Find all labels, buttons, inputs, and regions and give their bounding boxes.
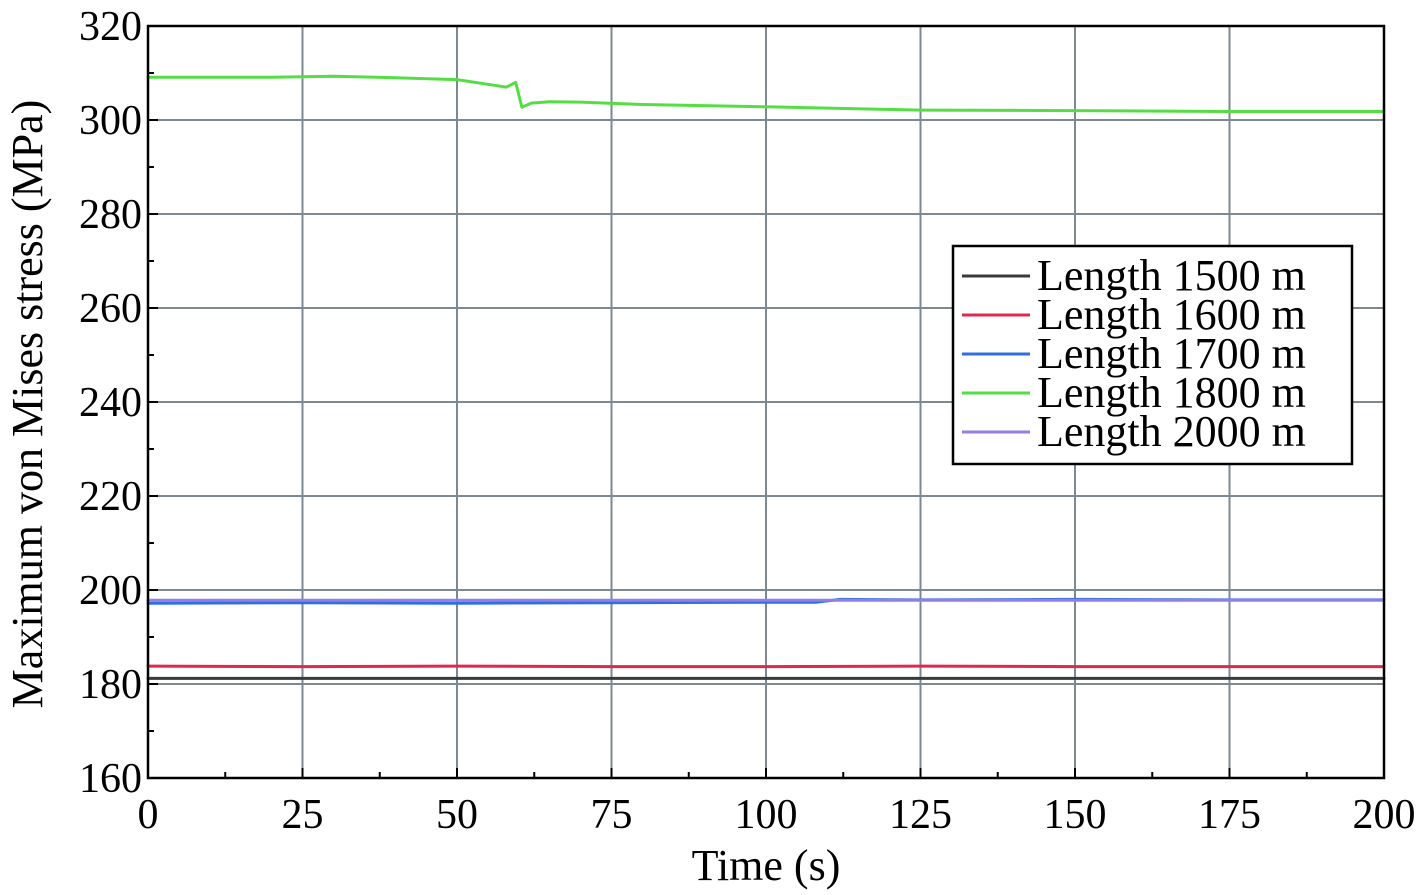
x-tick-label: 150: [1044, 792, 1107, 838]
data-series: [146, 74, 1386, 680]
y-tick-label: 280: [79, 192, 142, 238]
y-tick-label: 300: [79, 98, 142, 144]
legend-label: Length 1600 m: [1037, 290, 1306, 339]
y-tick-label: 320: [79, 4, 142, 50]
y-tick-label: 260: [79, 286, 142, 332]
legend-label: Length 1800 m: [1037, 368, 1306, 417]
x-tick-label: 75: [591, 792, 633, 838]
y-tick-label: 200: [79, 568, 142, 614]
x-tick-label: 100: [735, 792, 798, 838]
y-tick-label: 240: [79, 380, 142, 426]
x-tick-label: 200: [1353, 792, 1416, 838]
x-tick-label: 50: [436, 792, 478, 838]
series-line-length-1800-m: [146, 74, 1386, 113]
series-line-length-1600-m: [146, 664, 1386, 669]
x-tick-label: 25: [282, 792, 324, 838]
x-tick-label: 0: [138, 792, 159, 838]
y-tick-label: 220: [79, 474, 142, 520]
axis-ticks: [147, 25, 1385, 779]
x-tick-label: 175: [1198, 792, 1261, 838]
y-axis-label: Maximum von Mises stress (MPa): [3, 100, 52, 709]
y-tick-label: 160: [79, 756, 142, 802]
x-tick-label: 125: [889, 792, 952, 838]
y-tick-label: 180: [79, 662, 142, 708]
legend-label: Length 1500 m: [1037, 251, 1306, 300]
y-tick-labels: 160 180 200 220 240 260 280 300 320: [79, 4, 142, 802]
legend-label: Length 1700 m: [1037, 329, 1306, 378]
legend-label: Length 2000 m: [1037, 407, 1306, 456]
x-tick-labels: 0 25 50 75 100 125 150 175 200: [138, 792, 1416, 838]
x-axis-label: Time (s): [692, 841, 841, 890]
